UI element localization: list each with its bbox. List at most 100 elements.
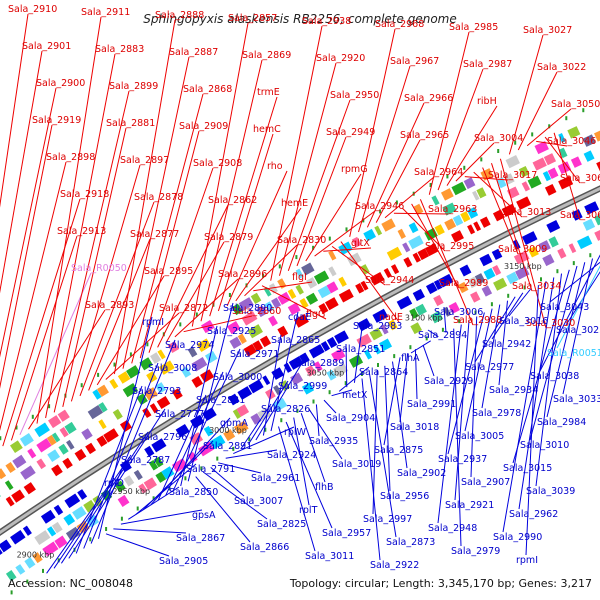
gene-label-forward[interactable]: ribH xyxy=(477,96,497,107)
gene-label-reverse[interactable]: Sala_3005 xyxy=(455,431,504,442)
gene-label-forward[interactable]: Sala_2899 xyxy=(109,81,158,92)
gene-label-forward[interactable]: Sala_2862 xyxy=(208,195,257,206)
gene-label-reverse[interactable]: Sala_2937 xyxy=(438,454,487,465)
gene-label-reverse[interactable]: Sala_R0051 xyxy=(547,348,600,359)
gene-label-reverse[interactable]: Sala_3033 xyxy=(553,394,600,405)
gene-label-reverse[interactable]: Sala_3038 xyxy=(530,371,579,382)
gene-label-forward[interactable]: Sala_2878 xyxy=(134,192,183,203)
gene-label-forward[interactable]: Sala_2887 xyxy=(169,47,218,58)
gene-label-reverse[interactable]: Sala_2979 xyxy=(451,546,500,557)
gene-label-forward[interactable]: Sala_2869 xyxy=(242,50,291,61)
gene-label-reverse[interactable]: Sala_3016 xyxy=(499,316,548,327)
gene-label-forward[interactable]: Sala_2872 xyxy=(159,303,208,314)
gene-label-forward[interactable]: Sala_3017 xyxy=(488,170,537,181)
gene-label-forward[interactable]: Sala_3064 xyxy=(560,173,600,184)
gene-label-reverse[interactable]: Sala_2942 xyxy=(482,339,531,350)
gene-label-forward[interactable]: Sala_3004 xyxy=(474,133,523,144)
gene-label-reverse[interactable]: Sala_2866 xyxy=(240,542,289,553)
gene-label-forward[interactable]: Sala_2918 xyxy=(60,189,109,200)
gene-label-reverse[interactable]: Sala_2929 xyxy=(424,376,473,387)
gene-label-forward[interactable]: Sala_2879 xyxy=(204,232,253,243)
gene-label-reverse[interactable]: Sala_2925 xyxy=(207,326,256,337)
gene-label-reverse[interactable]: Sala_3043 xyxy=(540,302,589,313)
gene-label-forward[interactable]: Sala_2966 xyxy=(404,93,453,104)
gene-label-reverse[interactable]: Sala_2907 xyxy=(461,477,510,488)
gene-label-reverse[interactable]: Sala_2904 xyxy=(326,413,375,424)
gene-label-reverse[interactable]: Sala_2974 xyxy=(165,340,214,351)
gene-label-forward[interactable]: Sala_2896 xyxy=(218,269,267,280)
gene-label-reverse[interactable]: Sala_2957 xyxy=(322,528,371,539)
gene-label-reverse[interactable]: Sala_3018 xyxy=(390,422,439,433)
gene-label-forward[interactable]: Sala_2949 xyxy=(326,127,375,138)
gene-label-reverse[interactable]: Sala_2865 xyxy=(271,335,320,346)
gene-label-reverse[interactable]: Sala_3015 xyxy=(503,463,552,474)
gene-label-forward[interactable]: Sala_2860 xyxy=(232,306,281,317)
gene-label-reverse[interactable]: Sala_2962 xyxy=(509,509,558,520)
gene-label-forward[interactable]: Sala_2989 xyxy=(439,278,488,289)
gene-label-forward[interactable]: Sala_3022 xyxy=(537,62,586,73)
gene-label-reverse[interactable]: Sala_2796 xyxy=(138,432,187,443)
gene-label-reverse[interactable]: Sala_2978 xyxy=(472,408,521,419)
gene-label-reverse[interactable]: Sala_2924 xyxy=(267,450,316,461)
gene-label-reverse[interactable]: Sala_2864 xyxy=(359,367,408,378)
gene-label-forward[interactable]: Sala_2898 xyxy=(46,152,95,163)
gene-label-forward[interactable]: Sala_2888 xyxy=(155,10,204,21)
gene-label-forward[interactable]: Sala_3034 xyxy=(512,281,561,292)
gene-label-forward[interactable]: Sala_2920 xyxy=(316,53,365,64)
gene-label-forward[interactable]: Sala_2909 xyxy=(179,121,228,132)
gene-label-reverse[interactable]: Sala_2997 xyxy=(363,514,412,525)
gene-label-forward[interactable]: Sala_2857 xyxy=(228,13,277,24)
gene-label-reverse[interactable]: Sala_2850 xyxy=(169,487,218,498)
gene-label-forward[interactable]: rpmG xyxy=(341,164,368,175)
gene-label-reverse[interactable]: rplW xyxy=(284,427,307,438)
gene-label-reverse[interactable]: Sala_2905 xyxy=(159,556,208,567)
gene-label-reverse[interactable]: Sala_2902 xyxy=(397,468,446,479)
gene-label-reverse[interactable]: Sala_3010 xyxy=(520,440,569,451)
gene-label-forward[interactable]: Sala_2985 xyxy=(449,22,498,33)
gene-label-reverse[interactable]: Sala_2825 xyxy=(257,519,306,530)
gene-label-reverse[interactable]: Sala_3007 xyxy=(234,496,283,507)
gene-label-forward[interactable]: Sala_2919 xyxy=(32,115,81,126)
gene-label-forward[interactable]: Sala_2901 xyxy=(22,41,71,52)
gene-label-reverse[interactable]: Sala_2873 xyxy=(386,537,435,548)
gene-label-forward[interactable]: Sala_2950 xyxy=(330,90,379,101)
gene-label-reverse[interactable]: Sala_2851 xyxy=(336,344,385,355)
gene-label-forward[interactable]: Sala_R0050 xyxy=(71,263,127,274)
gene-label-reverse[interactable]: Sala_2821 xyxy=(196,395,245,406)
gene-label-reverse[interactable]: flhA xyxy=(401,353,420,364)
gene-label-forward[interactable]: flgG xyxy=(306,309,325,320)
gene-label-reverse[interactable]: Sala_2971 xyxy=(230,349,279,360)
gene-label-forward[interactable]: Sala_3027 xyxy=(523,25,572,36)
gene-label-forward[interactable]: Sala_2911 xyxy=(81,7,130,18)
gene-label-reverse[interactable]: gpmA xyxy=(220,418,248,429)
gene-label-reverse[interactable]: Sala_3019 xyxy=(332,459,381,470)
gene-label-forward[interactable]: Sala_2895 xyxy=(144,266,193,277)
gene-label-forward[interactable]: Sala_2967 xyxy=(390,56,439,67)
gene-label-reverse[interactable]: Sala_2791 xyxy=(186,464,235,475)
gene-label-reverse[interactable]: Sala_2983 xyxy=(353,321,402,332)
gene-label-reverse[interactable]: Sala_2889 xyxy=(295,358,344,369)
gene-label-reverse[interactable]: Sala_2934 xyxy=(489,385,538,396)
gene-label-reverse[interactable]: gpsA xyxy=(192,510,216,521)
gene-label-forward[interactable]: Sala_2893 xyxy=(85,300,134,311)
gene-label-forward[interactable]: Sala_2944 xyxy=(365,275,414,286)
gene-label-reverse[interactable]: Sala_2922 xyxy=(370,560,419,571)
gene-label-reverse[interactable]: coaE xyxy=(288,312,311,323)
gene-label-reverse[interactable]: Sala_2961 xyxy=(251,473,300,484)
gene-label-reverse[interactable]: Sala_2826 xyxy=(261,404,310,415)
gene-label-forward[interactable]: Sala_3030 xyxy=(526,318,575,329)
gene-label-reverse[interactable]: Sala_2935 xyxy=(309,436,358,447)
gene-label-forward[interactable]: Sala_3050 xyxy=(551,99,600,110)
gene-label-reverse[interactable]: Sala_2891 xyxy=(203,441,252,452)
gene-label-forward[interactable]: Sala_2897 xyxy=(120,155,169,166)
gene-label-reverse[interactable]: Sala_2956 xyxy=(380,491,429,502)
gene-label-reverse[interactable]: Sala_2793 xyxy=(132,386,181,397)
gene-label-reverse[interactable]: flhB xyxy=(315,482,334,493)
gene-label-forward[interactable]: flgI xyxy=(292,272,307,283)
gene-label-forward[interactable]: Sala_3013 xyxy=(502,207,551,218)
gene-label-reverse[interactable]: Sala_2875 xyxy=(374,445,423,456)
gene-label-reverse[interactable]: Sala_2777 xyxy=(155,409,204,420)
gene-label-forward[interactable]: Sala_2963 xyxy=(428,204,477,215)
gene-label-forward[interactable]: Sala_2830 xyxy=(277,235,326,246)
gene-label-forward[interactable]: trmE xyxy=(257,87,280,98)
